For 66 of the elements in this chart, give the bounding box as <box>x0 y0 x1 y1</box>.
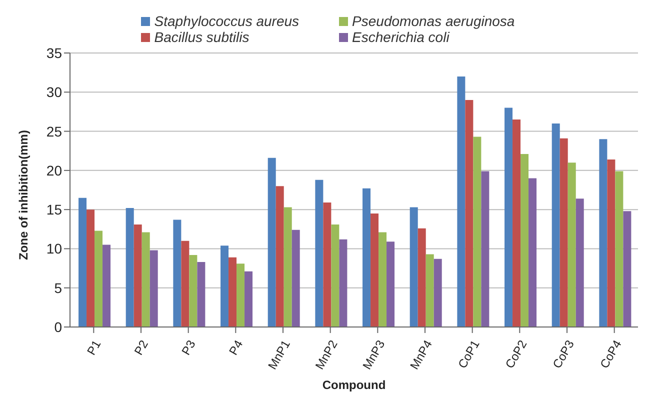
y-tick-label: 0 <box>54 318 62 335</box>
bar <box>102 244 111 327</box>
legend-label: Bacillus subtilis <box>154 29 250 45</box>
bar <box>236 264 245 327</box>
y-tick-label: 35 <box>46 44 62 61</box>
x-tick-label: P3 <box>178 337 198 358</box>
y-tick-label: 5 <box>54 280 62 296</box>
y-tick-label: 15 <box>46 202 62 218</box>
bar <box>86 210 95 327</box>
y-tick-label: 20 <box>46 162 62 178</box>
y-tick-label: 30 <box>46 84 62 100</box>
bar <box>276 186 284 327</box>
bar <box>339 239 348 327</box>
bar <box>504 108 513 327</box>
bar <box>126 208 134 327</box>
bar <box>150 250 158 327</box>
y-axis-title: Zone of inhibition(mm) <box>16 130 30 260</box>
y-tick-label: 25 <box>46 123 62 140</box>
legend-label: Staphylococcus aureus <box>154 13 300 29</box>
bar <box>378 232 387 327</box>
bar <box>142 232 150 327</box>
bar <box>386 242 395 327</box>
bar <box>481 171 490 327</box>
bar <box>370 213 379 327</box>
bar <box>181 240 190 327</box>
bar <box>78 198 87 327</box>
bar <box>134 224 142 327</box>
bar <box>434 258 442 327</box>
bar <box>615 171 624 327</box>
bar <box>323 202 332 327</box>
bar <box>599 139 608 327</box>
bar <box>220 246 229 327</box>
bar <box>94 230 103 327</box>
legend-label: Pseudomonas aeruginosa <box>352 13 515 29</box>
bar <box>568 162 576 327</box>
bar <box>244 271 253 327</box>
bar <box>228 257 237 327</box>
bar <box>284 207 292 327</box>
bar <box>189 254 198 327</box>
bar <box>512 120 521 327</box>
bar <box>520 154 529 327</box>
bar <box>623 211 632 327</box>
bar <box>576 198 584 327</box>
y-tick-label: 10 <box>46 240 62 257</box>
legend-label: Escherichia coli <box>352 29 450 45</box>
bar <box>173 220 182 327</box>
bar <box>607 159 616 327</box>
bar <box>197 262 206 327</box>
bar <box>292 230 300 327</box>
x-tick-label: P1 <box>84 337 104 358</box>
bar <box>528 178 537 327</box>
bar <box>465 100 474 327</box>
bar <box>457 76 466 327</box>
bar <box>473 136 482 327</box>
bar <box>560 138 568 327</box>
bar <box>315 180 324 327</box>
bar <box>362 188 371 327</box>
x-axis-title: Compound <box>322 378 386 392</box>
bar <box>418 228 426 327</box>
bar <box>426 254 434 327</box>
bar <box>331 224 340 327</box>
bar <box>268 158 276 327</box>
bar <box>552 123 560 327</box>
x-tick-label: P2 <box>132 337 152 358</box>
x-tick-label: P4 <box>226 337 246 358</box>
bar <box>410 207 418 327</box>
